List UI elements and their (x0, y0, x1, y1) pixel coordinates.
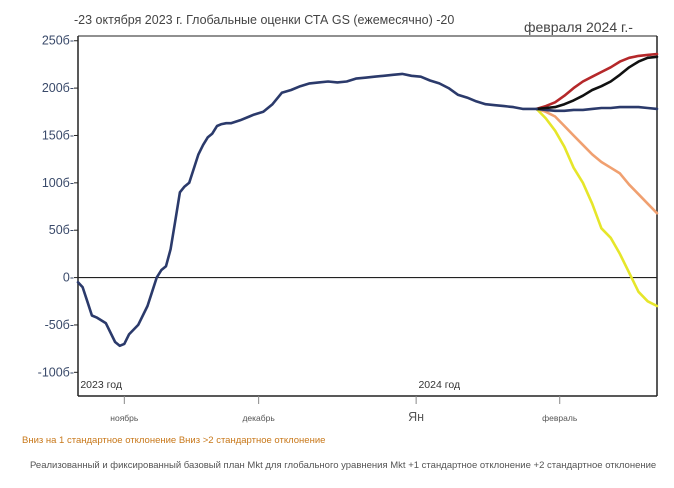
y-tick-label: -100б- (38, 365, 74, 379)
year-label: 2023 год (80, 379, 122, 391)
legend-main: Реализованный и фиксированный базовый пл… (30, 460, 657, 471)
series-line (535, 105, 659, 113)
x-tick-label: декабрь (242, 413, 275, 423)
y-tick-label: 100б- (42, 176, 74, 190)
series-line (535, 55, 659, 111)
series-line (535, 52, 659, 111)
chart-title: -23 октября 2023 г. Глобальные оценки СТ… (74, 13, 455, 27)
y-tick-label: 50б- (49, 223, 74, 237)
series-line (535, 107, 659, 215)
series-line (535, 107, 659, 308)
legend-downside: Вниз на 1 стандартное отклонение Вниз >2… (22, 435, 326, 446)
y-tick-label: 250б- (42, 34, 74, 48)
series-line (76, 72, 538, 348)
y-tick-label: 150б- (42, 128, 74, 142)
y-tick-label: -50б- (45, 318, 74, 332)
x-tick-label: ноябрь (110, 413, 139, 423)
y-tick-label: 200б- (42, 81, 74, 95)
y-tick-label: 0- (63, 271, 74, 285)
x-tick-label: февраль (542, 413, 578, 423)
year-label: 2024 год (418, 379, 460, 391)
chart-title-date: февраля 2024 г.- (524, 19, 633, 35)
x-tick-label: Ян (408, 410, 424, 424)
